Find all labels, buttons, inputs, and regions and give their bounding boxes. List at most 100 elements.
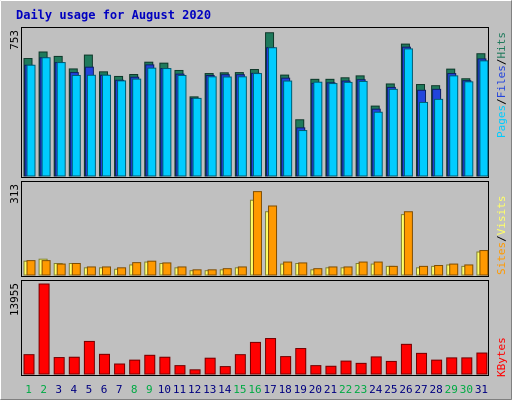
bar-sites-day-11: [177, 266, 187, 276]
bar-kbytes-day-19: [295, 348, 307, 375]
bar-kbytes-day-31: [476, 352, 488, 375]
bar-pages-day-6: [101, 74, 111, 177]
bar-kbytes-day-10: [159, 356, 171, 375]
bar-sites-day-3: [56, 263, 66, 276]
x-tick-label-day-27: 27: [414, 383, 427, 396]
bar-sites-day-16: [252, 191, 262, 276]
bar-kbytes-day-24: [370, 356, 382, 375]
bar-kbytes-day-3: [53, 357, 65, 375]
x-tick-label-day-15: 15: [233, 383, 246, 396]
bar-sites-day-19: [298, 262, 308, 276]
bar-kbytes-day-23: [355, 362, 367, 375]
x-tick-label-day-12: 12: [188, 383, 201, 396]
bar-sites-day-26: [403, 211, 413, 276]
bar-kbytes-day-18: [280, 356, 292, 375]
bar-sites-day-20: [313, 268, 323, 276]
bar-sites-day-9: [147, 260, 157, 276]
bar-pages-day-15: [237, 76, 247, 177]
bar-sites-day-5: [86, 266, 96, 276]
bar-pages-day-25: [388, 88, 398, 177]
bar-pages-day-10: [162, 68, 172, 177]
bar-kbytes-day-28: [431, 359, 443, 375]
y-max-label-visits-sites: 313: [8, 184, 21, 204]
bar-sites-day-22: [343, 266, 353, 276]
legend-hits-files-pages-item-2: Files: [495, 65, 508, 98]
x-tick-label-day-20: 20: [309, 383, 322, 396]
bar-pages-day-20: [313, 81, 323, 177]
bar-pages-day-19: [298, 130, 308, 177]
y-max-label-hits-files-pages: 753: [8, 30, 21, 50]
bar-pages-day-11: [177, 74, 187, 177]
bar-kbytes-day-27: [416, 352, 428, 375]
bar-kbytes-day-4: [68, 356, 80, 375]
bar-kbytes-day-17: [265, 338, 277, 375]
chart-title: Daily usage for August 2020: [16, 8, 211, 22]
bar-pages-day-22: [343, 81, 353, 177]
legend-sites-visits-item-2: Visits: [495, 196, 508, 236]
x-tick-label-day-2: 2: [40, 383, 47, 396]
x-tick-label-day-26: 26: [399, 383, 412, 396]
bar-pages-day-13: [207, 76, 217, 177]
x-tick-label-day-4: 4: [71, 383, 78, 396]
bar-kbytes-day-25: [385, 360, 397, 375]
x-tick-label-day-25: 25: [384, 383, 397, 396]
bar-sites-day-27: [419, 265, 429, 276]
legend-sites-visits-item-0: Sites: [495, 242, 508, 275]
bar-pages-day-26: [403, 48, 413, 177]
bar-sites-day-17: [268, 205, 278, 276]
bar-pages-day-12: [192, 97, 202, 177]
bar-kbytes-day-12: [189, 369, 201, 375]
bar-pages-day-16: [252, 73, 262, 177]
x-tick-label-day-31: 31: [475, 383, 488, 396]
x-tick-label-day-21: 21: [324, 383, 337, 396]
bar-sites-day-30: [464, 264, 474, 276]
bar-kbytes-day-29: [446, 357, 458, 375]
bar-kbytes-day-6: [98, 353, 110, 375]
x-tick-label-day-8: 8: [131, 383, 138, 396]
bar-kbytes-day-7: [114, 363, 126, 375]
x-tick-label-day-16: 16: [248, 383, 261, 396]
bar-pages-day-5: [86, 74, 96, 177]
x-tick-label-day-1: 1: [25, 383, 32, 396]
x-tick-label-day-11: 11: [173, 383, 186, 396]
y-max-label-kbytes: 13955: [8, 283, 21, 316]
bar-pages-day-14: [222, 76, 232, 177]
legend-hits-files-pages-item-3: /: [495, 59, 508, 66]
bar-pages-day-17: [268, 47, 278, 177]
bar-pages-day-28: [434, 98, 444, 177]
bar-sites-day-1: [26, 260, 36, 276]
legend-kbytes-item-0: KBytes: [495, 337, 508, 377]
x-tick-label-day-13: 13: [203, 383, 216, 396]
x-tick-label-day-24: 24: [369, 383, 383, 396]
bar-kbytes-day-13: [204, 357, 216, 375]
bar-kbytes-day-8: [129, 359, 141, 375]
bar-kbytes-day-16: [249, 341, 261, 375]
bar-sites-day-7: [117, 267, 127, 276]
x-tick-label-day-9: 9: [146, 383, 153, 396]
x-tick-label-day-29: 29: [445, 383, 458, 396]
bar-kbytes-day-30: [461, 357, 473, 375]
bar-pages-day-2: [41, 57, 51, 177]
bar-kbytes-day-14: [219, 366, 231, 375]
bar-sites-day-13: [207, 269, 217, 276]
bar-pages-day-31: [479, 60, 489, 177]
bar-pages-day-29: [449, 75, 459, 177]
x-tick-label-day-6: 6: [101, 383, 108, 396]
bar-kbytes-day-22: [340, 360, 352, 375]
x-tick-label-day-19: 19: [294, 383, 307, 396]
bar-kbytes-day-9: [144, 354, 156, 375]
bar-kbytes-day-21: [325, 365, 337, 375]
bar-kbytes-day-1: [23, 354, 35, 375]
bar-sites-day-4: [71, 262, 81, 276]
bar-sites-day-18: [283, 261, 293, 276]
bar-pages-day-27: [419, 101, 429, 177]
bar-pages-day-21: [328, 83, 338, 177]
bar-sites-day-21: [328, 266, 338, 276]
x-tick-label-day-5: 5: [86, 383, 93, 396]
x-tick-label-day-17: 17: [263, 383, 276, 396]
x-tick-label-day-23: 23: [354, 383, 367, 396]
bar-kbytes-day-26: [400, 343, 412, 375]
bar-sites-day-29: [449, 263, 459, 276]
bar-sites-day-24: [373, 261, 383, 276]
